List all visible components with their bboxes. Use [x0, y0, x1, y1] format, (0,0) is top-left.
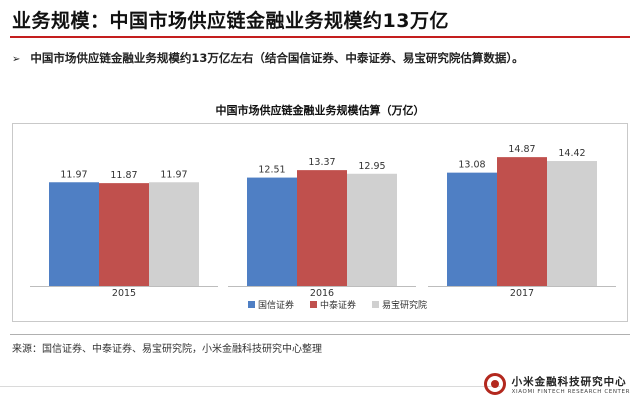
bar [247, 177, 297, 286]
bar [99, 183, 149, 286]
chart-frame [12, 123, 628, 322]
data-label: 14.87 [508, 144, 535, 155]
bar [49, 182, 99, 286]
logo-en: XIAOMI FINTECH RESEARCH CENTER [511, 388, 630, 395]
legend-label: 中泰证券 [320, 299, 356, 311]
bullet-text: 中国市场供应链金融业务规模约13万亿左右（结合国信证券、中泰证券、易宝研究院估算… [30, 51, 524, 65]
data-label: 12.51 [258, 165, 285, 176]
x-tick-label: 2017 [510, 288, 534, 299]
brand-logo: 小米金融科技研究中心 XIAOMI FINTECH RESEARCH CENTE… [483, 373, 630, 395]
bar [347, 173, 397, 286]
bar [497, 157, 547, 286]
bar [447, 172, 497, 286]
bullet-row: ➢ 中国市场供应链金融业务规模约13万亿左右（结合国信证券、中泰证券、易宝研究院估… [12, 50, 524, 66]
logo-text: 小米金融科技研究中心 XIAOMI FINTECH RESEARCH CENTE… [512, 374, 630, 395]
logo-cn: 小米金融科技研究中心 [511, 375, 627, 388]
legend-label: 易宝研究院 [382, 299, 427, 311]
data-label: 11.87 [110, 170, 137, 181]
footer-line [0, 386, 500, 387]
title-rule [10, 36, 630, 38]
bar [297, 170, 347, 286]
data-label: 11.97 [60, 169, 87, 180]
x-tick-label: 2015 [112, 288, 136, 299]
legend-swatch [310, 301, 317, 308]
source-rule [10, 334, 630, 335]
page-title: 业务规模：中国市场供应链金融业务规模约13万亿 [12, 10, 449, 32]
data-label: 11.97 [160, 169, 187, 180]
data-label: 13.37 [308, 157, 335, 168]
legend-swatch [248, 301, 255, 308]
arrow-bullet-icon: ➢ [12, 54, 21, 65]
data-label: 12.95 [358, 161, 385, 172]
data-label: 14.42 [558, 148, 585, 159]
x-tick-label: 2016 [310, 288, 334, 299]
data-label: 13.08 [458, 160, 485, 171]
source-note: 来源：国信证券、中泰证券、易宝研究院，小米金融科技研究中心整理 [12, 344, 322, 355]
logo-mark-icon [483, 373, 506, 395]
legend-label: 国信证券 [258, 299, 294, 311]
bar [547, 161, 597, 286]
chart-title: 中国市场供应链金融业务规模估算（万亿） [215, 104, 425, 117]
legend-swatch [372, 301, 379, 308]
bar [149, 182, 199, 286]
